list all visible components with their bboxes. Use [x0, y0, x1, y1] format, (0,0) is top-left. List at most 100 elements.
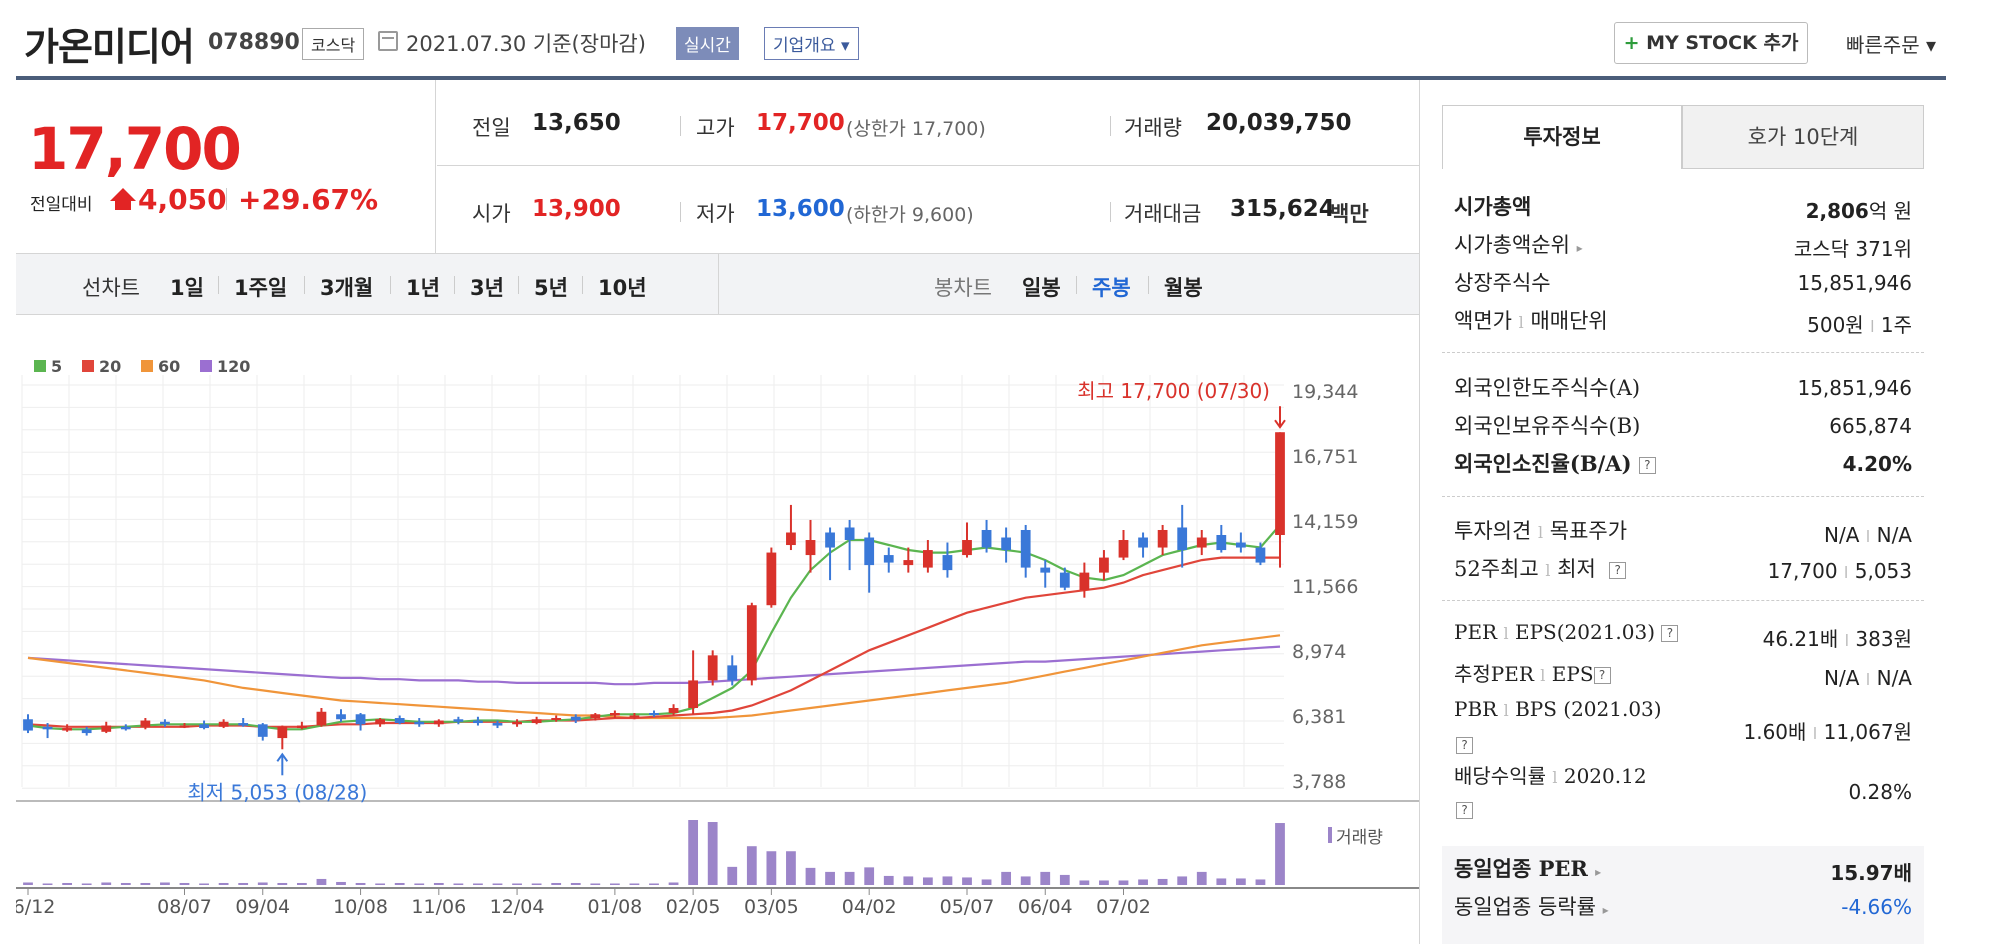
candle-body: [179, 725, 190, 728]
help-icon[interactable]: ?: [1456, 737, 1473, 754]
market-badge: 코스닥: [302, 28, 365, 60]
volume-bar: [433, 882, 444, 885]
market-cap: 2,806억 원: [1806, 195, 1912, 224]
candle-weekly[interactable]: 주봉: [1092, 276, 1131, 300]
volume-bar: [336, 881, 346, 885]
period-3y[interactable]: 3년: [470, 276, 504, 300]
candle-body: [1255, 547, 1266, 563]
foreign-ratio-label: 외국인소진율(B/A) ?: [1454, 448, 1656, 478]
par-label-text: 액면가: [1454, 309, 1512, 333]
volume-bar: [962, 877, 972, 885]
candle-body: [375, 719, 386, 725]
volume-bar: [1157, 878, 1168, 885]
volume-bar: [277, 882, 288, 885]
legend-label: 60: [158, 357, 180, 376]
candle-body: [922, 550, 933, 568]
period-1y[interactable]: 1년: [406, 276, 440, 300]
help-icon[interactable]: ?: [1593, 667, 1611, 684]
period-5y[interactable]: 5년: [534, 276, 568, 300]
separator: [1148, 276, 1149, 294]
volume-bar: [531, 883, 542, 885]
peer-rate-label[interactable]: 동일업종 등락률 ▸: [1454, 891, 1609, 921]
volume-bar: [414, 883, 425, 885]
y-tick-label: 14,159: [1292, 511, 1358, 533]
company-overview-dropdown[interactable]: 기업개요 ▾: [764, 27, 859, 60]
volume-bar: [1177, 876, 1188, 885]
volume-bar: [981, 879, 992, 885]
help-icon[interactable]: ?: [1456, 802, 1473, 819]
realtime-button[interactable]: 실시간: [676, 27, 739, 60]
peer-per-label[interactable]: 동일업종 PER ▸: [1454, 853, 1601, 883]
volume-bar: [238, 882, 249, 885]
est-per-label: 추정PER l EPS?: [1454, 658, 1611, 687]
peer-rate-label-text: 동일업종 등락률: [1454, 895, 1596, 919]
cap-rank-label[interactable]: 시가총액순위 ▸: [1454, 229, 1583, 259]
est-eps-value: N/A: [1876, 666, 1912, 690]
opinion-label: 투자의견 l 목표주가: [1454, 519, 1628, 543]
high-value: 17,700: [756, 110, 845, 136]
volume-bar: [120, 882, 131, 885]
w52-high-label: 52주최고: [1454, 557, 1539, 581]
foreign-limit-value: 15,851,946: [1797, 376, 1912, 400]
x-tick-label: 01/08: [587, 896, 642, 915]
pbr-help: ?: [1456, 735, 1473, 754]
volume-bar: [473, 883, 483, 885]
quick-order-dropdown[interactable]: 빠른주문 ▾: [1846, 33, 1936, 57]
div-label-text: 배당수익률: [1454, 764, 1546, 788]
candle-daily[interactable]: 일봉: [1022, 276, 1061, 300]
volume-bar: [1001, 871, 1012, 885]
candle-body: [23, 719, 33, 731]
candle-body: [453, 719, 464, 722]
moving-average-line-ma20: [27, 556, 1280, 728]
panel-divider: [1419, 80, 1420, 944]
candle-body: [668, 707, 679, 714]
base-date: 2021.07.30 기준(장마감): [406, 32, 646, 56]
help-icon[interactable]: ?: [1638, 457, 1656, 474]
candle-body: [512, 721, 522, 725]
market-cap-unit: 억 원: [1868, 199, 1912, 223]
volume-bar: [668, 882, 679, 885]
candle-body: [81, 729, 92, 734]
candle-body: [766, 552, 777, 606]
my-stock-add-button[interactable]: + MY STOCK 추가: [1614, 22, 1808, 64]
candle-body: [688, 680, 699, 708]
volume-bar: [629, 883, 640, 885]
legend-label: 20: [99, 357, 121, 376]
volume-bar: [375, 883, 386, 885]
candle-body: [551, 718, 562, 721]
high-annotation: 최고 17,700 (07/30): [1077, 379, 1270, 403]
candle-body: [473, 720, 483, 724]
change-percent: +29.67%: [238, 183, 379, 216]
caret-right-icon: ▸: [1602, 903, 1609, 917]
volume-bar: [1059, 874, 1070, 885]
help-icon[interactable]: ?: [1661, 625, 1679, 642]
volume-bar: [805, 867, 816, 885]
tab-investment-info[interactable]: 투자정보: [1442, 105, 1682, 169]
separator: [680, 116, 681, 136]
volume-bar: [746, 846, 757, 885]
amount-unit: 백만: [1330, 202, 1369, 226]
cap-rank-label-text: 시가총액순위: [1454, 233, 1570, 257]
candle-monthly[interactable]: 월봉: [1164, 276, 1203, 300]
candle-body: [590, 714, 601, 719]
candle-body: [1099, 557, 1109, 573]
up-arrow-icon-base: [115, 200, 131, 210]
candle-body: [394, 718, 405, 724]
candle-body: [629, 715, 640, 718]
volume-bar: [199, 883, 209, 885]
candle-body: [1216, 535, 1227, 551]
w52-low-label: 최저: [1557, 557, 1596, 581]
tab-order-book[interactable]: 호가 10단계: [1682, 105, 1924, 169]
low-arrow-head: [276, 752, 289, 762]
pbr-label: PBR l BPS (2021.03): [1454, 697, 1662, 721]
period-10y[interactable]: 10년: [598, 276, 647, 300]
period-3m[interactable]: 3개월: [320, 276, 374, 300]
peer-per-value: 15.97배: [1830, 861, 1912, 885]
period-1d[interactable]: 1일: [170, 276, 204, 300]
stock-chart[interactable]: 5 20 60 120 19,344 16,751 14,159 11,566 8,974 6,3…: [16, 355, 1419, 915]
target-label: 목표주가: [1549, 519, 1628, 543]
period-1w[interactable]: 1주일: [234, 276, 288, 300]
opinion-label-text: 투자의견: [1454, 519, 1532, 543]
volume-bar: [355, 882, 366, 885]
help-icon[interactable]: ?: [1609, 562, 1627, 579]
